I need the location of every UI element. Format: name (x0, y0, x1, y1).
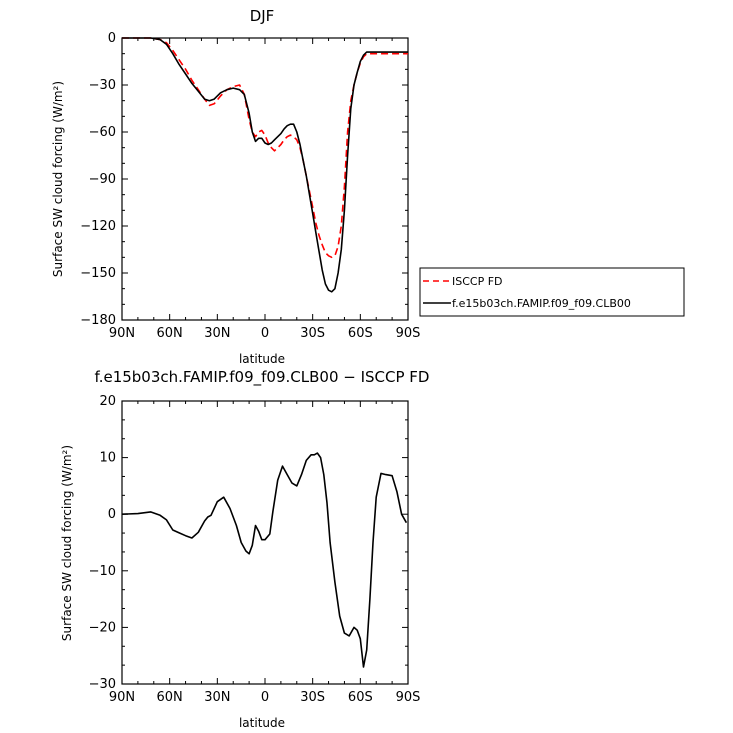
x-tick-label: 30S (300, 326, 325, 341)
plot-frame (121, 400, 409, 685)
y-tick-label: 20 (99, 394, 116, 409)
x-axis-label: latitude (239, 352, 285, 366)
y-tick-label: 0 (108, 31, 116, 46)
x-tick-label: 60S (348, 690, 373, 705)
legend-box (419, 267, 685, 317)
x-tick-label: 60N (157, 326, 183, 341)
y-tick-label: −90 (89, 172, 116, 187)
chart-panel-bottom: f.e15b03ch.FAMIP.f09_f09.CLB00 − ISCCP F… (60, 368, 429, 730)
x-tick-label: 90N (109, 690, 135, 705)
y-axis-ticks: 20 10 0 −10 −20 −30 (89, 394, 408, 692)
y-tick-label: 0 (108, 507, 116, 522)
x-tick-label: 60N (157, 690, 183, 705)
x-tick-label: 60S (348, 326, 373, 341)
x-tick-label: 30S (300, 690, 325, 705)
x-tick-label: 90N (109, 326, 135, 341)
y-tick-label: −30 (89, 78, 116, 93)
y-tick-label: −120 (80, 219, 116, 234)
y-tick-label: −10 (89, 564, 116, 579)
y-tick-label: −60 (89, 125, 116, 140)
x-tick-label: 0 (261, 326, 269, 341)
x-tick-label: 30N (204, 326, 230, 341)
chart-title: f.e15b03ch.FAMIP.f09_f09.CLB00 − ISCCP F… (95, 368, 430, 387)
y-tick-label: −20 (89, 620, 116, 635)
chart-title: DJF (250, 7, 275, 25)
data-lines (122, 37, 408, 293)
x-tick-label: 90S (396, 326, 421, 341)
plot-area: 90N 60N 30N 0 30S 60S 90S 0 −30 −60 −90 −120 −150 −1… (80, 31, 420, 341)
plot-area: 90N 60N 30N 0 30S 60S 90S 20 10 0 −10 −20 −30 (89, 394, 421, 705)
chart-panel-top: DJF 90N 60N 30N 0 30S 60S 90S 0 −30 −60 −90 −120 −1… (51, 7, 685, 366)
x-tick-label: 30N (204, 690, 230, 705)
plot-frame (121, 37, 409, 321)
y-tick-label: −30 (89, 677, 116, 692)
y-tick-label: −180 (80, 313, 116, 328)
series-line-isccp-fd (122, 37, 408, 259)
x-tick-label: 90S (396, 690, 421, 705)
legend-label-isccp: ISCCP FD (452, 275, 503, 288)
data-lines (121, 452, 408, 668)
x-axis-ticks: 90N 60N 30N 0 30S 60S 90S (109, 38, 421, 341)
series-line-f-e15b03ch-famip-f09-f09-clb00 (122, 37, 408, 293)
y-axis-ticks: 0 −30 −60 −90 −120 −150 −180 (80, 31, 408, 328)
y-axis-label: Surface SW cloud forcing (W/m²) (60, 445, 74, 641)
x-tick-label: 0 (261, 690, 269, 705)
y-axis-label: Surface SW cloud forcing (W/m²) (51, 81, 65, 277)
y-tick-label: 10 (99, 451, 116, 466)
y-tick-label: −150 (80, 266, 116, 281)
x-axis-label: latitude (239, 716, 285, 730)
legend: ISCCP FD f.e15b03ch.FAMIP.f09_f09.CLB00 (419, 267, 685, 317)
legend-label-model: f.e15b03ch.FAMIP.f09_f09.CLB00 (452, 297, 631, 310)
series-line-difference (121, 452, 408, 668)
x-axis-ticks: 90N 60N 30N 0 30S 60S 90S (109, 401, 421, 705)
